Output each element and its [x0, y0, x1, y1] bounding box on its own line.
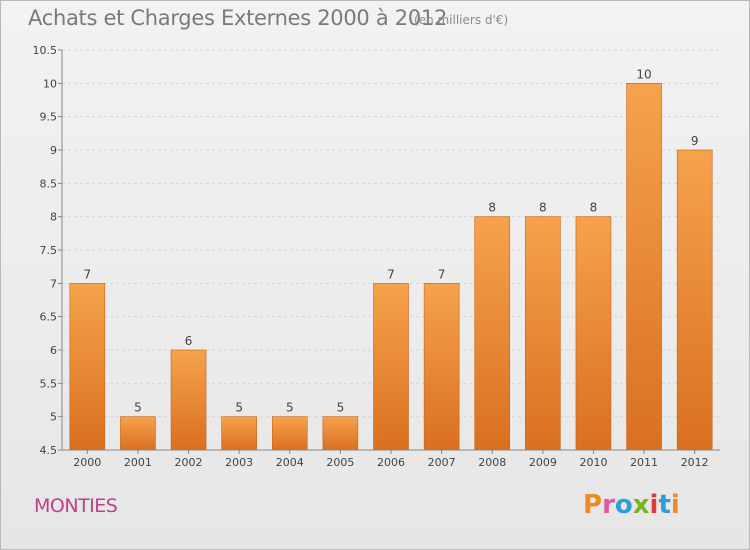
logo-letter: x — [632, 490, 650, 520]
y-tick-label: 6.5 — [40, 311, 58, 324]
bar — [626, 83, 662, 451]
y-tick-label: 9 — [50, 144, 57, 157]
data-label: 5 — [337, 401, 345, 415]
x-tick-label: 2008 — [478, 456, 506, 469]
y-tick-label: 5 — [50, 411, 57, 424]
y-tick-label: 6 — [50, 344, 57, 357]
data-label: 8 — [539, 201, 547, 215]
logo-letter: P — [583, 490, 603, 520]
logo-letter: i — [670, 490, 680, 520]
bar — [170, 349, 207, 451]
data-label: 8 — [488, 201, 496, 215]
bar — [221, 416, 257, 451]
logo-letter: t — [658, 490, 671, 520]
bar — [373, 283, 409, 451]
bar — [525, 216, 561, 451]
proxiti-logo[interactable]: Proxiti — [583, 490, 680, 520]
x-tick-label: 2003 — [225, 456, 253, 469]
y-tick-label: 9.5 — [40, 111, 58, 124]
y-tick-label: 4.5 — [40, 444, 58, 457]
data-label: 9 — [691, 134, 699, 148]
bar — [69, 283, 106, 451]
x-tick-label: 2001 — [124, 456, 152, 469]
chart-subtitle: (en milliers d'€) — [414, 13, 509, 27]
axes — [58, 49, 720, 454]
data-label: 7 — [438, 267, 446, 281]
y-tick-label: 7 — [50, 277, 57, 290]
y-tick-label: 8 — [50, 211, 57, 224]
data-label: 5 — [235, 401, 243, 415]
bar — [423, 283, 460, 451]
logo-letter: o — [614, 490, 633, 520]
data-label: 10 — [636, 67, 651, 81]
x-tick-label: 2010 — [579, 456, 607, 469]
x-tick-label: 2011 — [630, 456, 658, 469]
bar — [676, 149, 713, 451]
y-tick-label: 8.5 — [40, 177, 58, 190]
data-label: 5 — [134, 401, 142, 415]
bar — [271, 416, 308, 451]
x-tick-label: 2000 — [73, 456, 101, 469]
x-tick-label: 2004 — [276, 456, 304, 469]
data-label: 5 — [286, 401, 294, 415]
labels: 4.5 5 5.5 6 6.5 7 7.5 8 8.5 9 9.5 10 10.5 7 2000 5 2001 6… — [33, 44, 709, 469]
bar — [322, 416, 359, 451]
bar — [120, 416, 156, 451]
x-tick-label: 2006 — [377, 456, 405, 469]
x-tick-label: 2012 — [681, 456, 709, 469]
x-tick-label: 2007 — [428, 456, 456, 469]
y-tick-label: 5.5 — [40, 377, 58, 390]
data-label: 6 — [185, 334, 193, 348]
x-tick-label: 2005 — [326, 456, 354, 469]
data-label: 7 — [387, 267, 395, 281]
bar — [575, 216, 612, 451]
y-tick-label: 10.5 — [33, 44, 58, 57]
data-label: 8 — [590, 201, 598, 215]
y-tick-label: 10 — [43, 77, 57, 90]
data-label: 7 — [83, 267, 91, 281]
bar — [474, 216, 511, 451]
logo-letter: i — [649, 490, 659, 520]
logo-letter: r — [602, 490, 615, 520]
x-tick-label: 2009 — [529, 456, 557, 469]
commune-name: MONTIES — [34, 495, 118, 517]
chart-title: Achats et Charges Externes 2000 à 2012 — [28, 6, 448, 30]
x-tick-label: 2002 — [175, 456, 203, 469]
bars — [69, 83, 713, 451]
y-tick-label: 7.5 — [40, 244, 58, 257]
